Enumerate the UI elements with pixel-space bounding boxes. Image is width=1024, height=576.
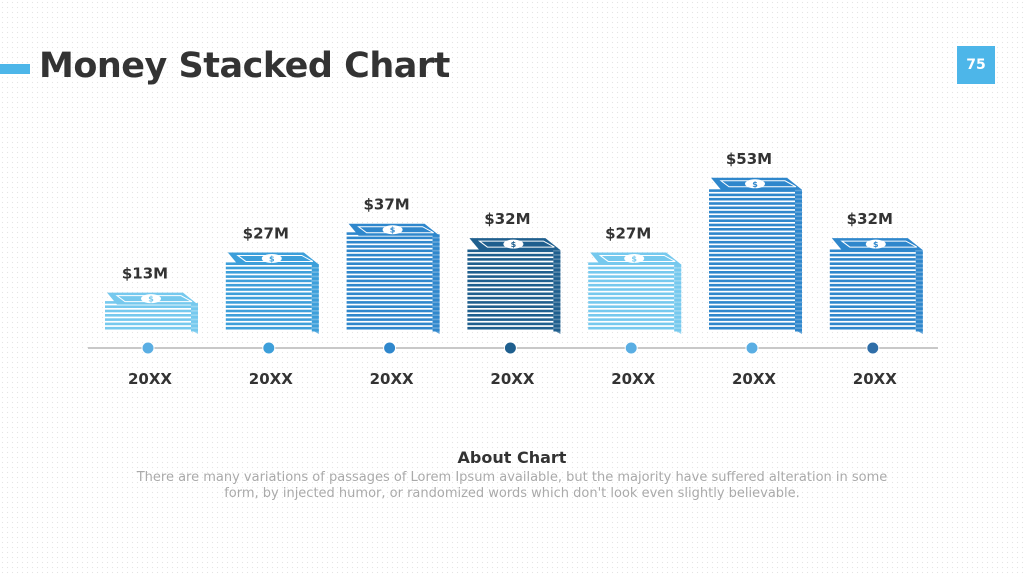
timeline-marker xyxy=(262,341,276,355)
money-stack-bar: $ xyxy=(105,292,198,334)
dollar-sign-icon: $ xyxy=(390,226,396,235)
value-label: $37M xyxy=(363,196,409,214)
dollar-sign-icon: $ xyxy=(631,254,637,263)
value-label: $32M xyxy=(484,210,530,228)
dollar-sign-icon: $ xyxy=(873,240,879,249)
money-stack-bar: $ xyxy=(709,177,802,334)
about-chart-heading: About Chart xyxy=(457,448,567,467)
timeline-marker xyxy=(624,341,638,355)
category-label: 20XX xyxy=(611,370,655,388)
dollar-sign-icon: $ xyxy=(511,240,517,249)
money-stacked-chart: $ $13M 20XX $ $27M 20XX $ $37M 20XX $ $32M 20XX $ $27… xyxy=(88,150,938,388)
page-title: Money Stacked Chart xyxy=(39,46,450,86)
money-stack-bar: $ xyxy=(588,252,682,334)
money-stack-bar: $ xyxy=(225,252,319,334)
timeline-marker xyxy=(141,341,155,355)
timeline-marker xyxy=(383,341,397,355)
money-stack-bar: $ xyxy=(829,238,923,334)
category-label: 20XX xyxy=(128,370,172,388)
category-label: 20XX xyxy=(853,370,897,388)
page-number-badge: 75 xyxy=(957,46,995,84)
category-label: 20XX xyxy=(732,370,776,388)
about-chart-text: There are many variations of passages of… xyxy=(136,470,888,501)
timeline-marker xyxy=(503,341,517,355)
money-stack-bar: $ xyxy=(346,223,440,334)
timeline-marker xyxy=(745,341,759,355)
value-label: $13M xyxy=(122,265,168,283)
title-accent-bar xyxy=(0,64,30,74)
dollar-sign-icon: $ xyxy=(752,180,758,189)
value-label: $27M xyxy=(605,224,651,242)
category-label: 20XX xyxy=(490,370,534,388)
category-label: 20XX xyxy=(249,370,293,388)
timeline-marker xyxy=(866,341,880,355)
value-label: $27M xyxy=(243,224,289,242)
dollar-sign-icon: $ xyxy=(148,295,154,304)
value-label: $53M xyxy=(726,150,772,168)
money-stack-bar: $ xyxy=(467,238,561,334)
dollar-sign-icon: $ xyxy=(269,254,275,263)
value-label: $32M xyxy=(847,210,893,228)
category-label: 20XX xyxy=(370,370,414,388)
